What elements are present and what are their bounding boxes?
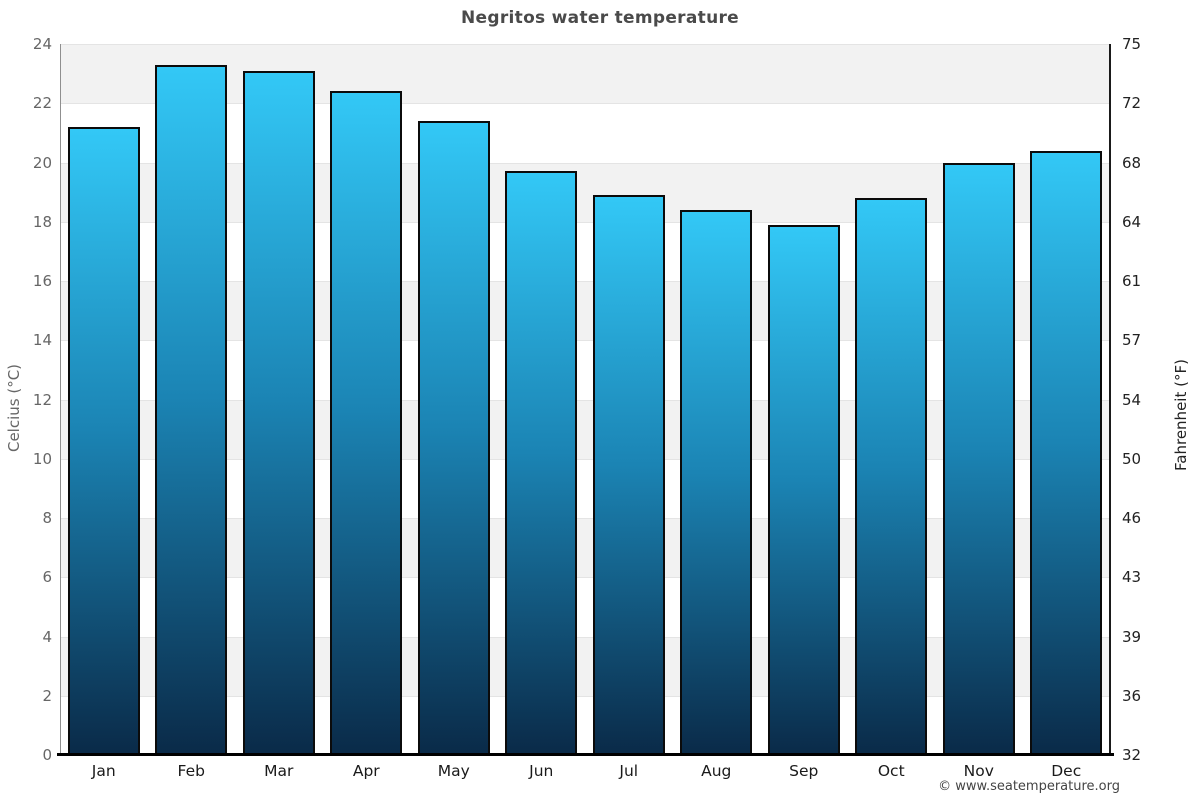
bar-feb	[155, 64, 228, 755]
grid-band	[60, 281, 1110, 341]
x-tick-jun: Jun	[529, 762, 554, 780]
bar-oct	[855, 198, 928, 755]
bar-dec	[1030, 150, 1103, 755]
y-left-tick-24: 24	[32, 35, 52, 53]
y-left-tick-8: 8	[42, 509, 52, 527]
y-axis-right-title: Fahrenheit (°F)	[1172, 359, 1190, 471]
x-tick-nov: Nov	[963, 762, 994, 780]
grid-band	[60, 636, 1110, 696]
x-axis-line	[57, 753, 1114, 756]
chart-title: Negritos water temperature	[461, 8, 739, 28]
x-tick-may: May	[437, 762, 470, 780]
x-tick-apr: Apr	[352, 762, 380, 780]
plot-area	[60, 44, 1110, 755]
x-tick-sep: Sep	[789, 762, 819, 780]
x-tick-jul: Jul	[619, 762, 639, 780]
bar-jun	[505, 171, 578, 755]
y-left-tick-16: 16	[32, 272, 52, 290]
bar-aug	[680, 209, 753, 755]
bar-apr	[330, 91, 403, 755]
y-right-tick-64: 64	[1122, 212, 1142, 231]
y-right-tick-57: 57	[1122, 331, 1142, 350]
y-right-tick-32: 32	[1122, 746, 1142, 764]
x-tick-aug: Aug	[701, 762, 732, 780]
y-right-tick-54: 54	[1122, 390, 1142, 409]
y-axis-left-line	[60, 44, 61, 755]
y-left-tick-14: 14	[32, 331, 52, 350]
y-right-tick-72: 72	[1122, 94, 1142, 113]
grid-band	[60, 577, 1110, 637]
bar-may	[417, 121, 490, 755]
x-tick-jan: Jan	[91, 762, 116, 780]
y-right-tick-36: 36	[1122, 686, 1142, 705]
bar-mar	[242, 70, 315, 755]
x-tick-oct: Oct	[877, 762, 905, 780]
y-axis-right-line	[1109, 44, 1111, 755]
grid-band	[60, 44, 1110, 104]
y-left-tick-12: 12	[32, 390, 52, 409]
y-left-tick-4: 4	[42, 627, 52, 646]
y-left-tick-2: 2	[42, 686, 52, 705]
y-left-tick-6: 6	[42, 568, 52, 587]
grid-band	[60, 340, 1110, 400]
y-axis-left-title: Celcius (°C)	[5, 363, 23, 453]
y-right-tick-50: 50	[1122, 449, 1142, 468]
y-right-tick-46: 46	[1122, 509, 1142, 527]
x-tick-feb: Feb	[177, 762, 205, 780]
bar-nov	[942, 162, 1015, 755]
grid-band	[60, 221, 1110, 281]
x-tick-dec: Dec	[1051, 762, 1082, 780]
y-right-tick-75: 75	[1122, 35, 1142, 53]
y-right-tick-43: 43	[1122, 568, 1142, 587]
grid-band	[60, 103, 1110, 163]
grid-band	[60, 518, 1110, 578]
y-left-tick-0: 0	[42, 746, 52, 764]
bar-sep	[767, 224, 840, 755]
grid-band	[60, 458, 1110, 518]
y-left-tick-10: 10	[32, 449, 52, 468]
y-left-tick-20: 20	[32, 153, 52, 172]
y-right-tick-61: 61	[1122, 272, 1142, 290]
x-tick-mar: Mar	[264, 762, 294, 780]
bar-jul	[592, 195, 665, 755]
grid-band	[60, 162, 1110, 222]
y-left-tick-22: 22	[32, 94, 52, 113]
y-left-tick-18: 18	[32, 212, 52, 231]
grid-band	[60, 399, 1110, 459]
y-right-tick-68: 68	[1122, 153, 1142, 172]
copyright-credit: © www.seatemperature.org	[938, 779, 1120, 794]
grid-band	[60, 695, 1110, 755]
y-right-tick-39: 39	[1122, 627, 1142, 646]
bar-jan	[67, 126, 140, 755]
